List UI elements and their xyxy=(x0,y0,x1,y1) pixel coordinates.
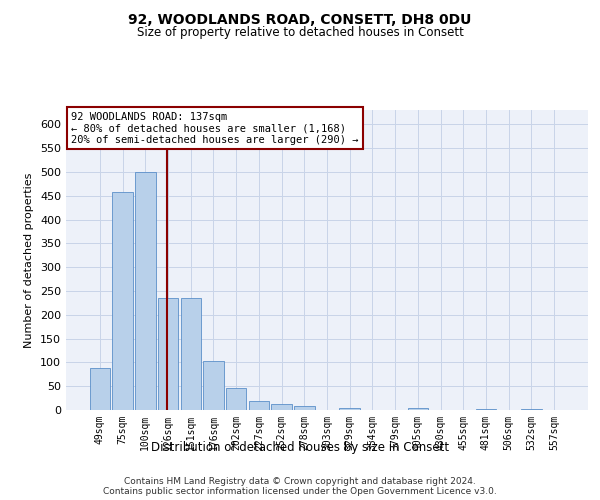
Bar xyxy=(271,404,292,410)
Text: Size of property relative to detached houses in Consett: Size of property relative to detached ho… xyxy=(137,26,463,39)
Text: Contains HM Land Registry data © Crown copyright and database right 2024.: Contains HM Land Registry data © Crown c… xyxy=(124,476,476,486)
Bar xyxy=(135,172,155,410)
Bar xyxy=(203,362,224,410)
Bar xyxy=(340,408,360,410)
Bar xyxy=(158,298,178,410)
Bar xyxy=(226,388,247,410)
Text: 92 WOODLANDS ROAD: 137sqm
← 80% of detached houses are smaller (1,168)
20% of se: 92 WOODLANDS ROAD: 137sqm ← 80% of detac… xyxy=(71,112,359,144)
Bar xyxy=(521,408,542,410)
Bar xyxy=(476,408,496,410)
Bar xyxy=(90,368,110,410)
Y-axis label: Number of detached properties: Number of detached properties xyxy=(25,172,34,348)
Bar xyxy=(294,406,314,410)
Text: Contains public sector information licensed under the Open Government Licence v3: Contains public sector information licen… xyxy=(103,486,497,496)
Text: 92, WOODLANDS ROAD, CONSETT, DH8 0DU: 92, WOODLANDS ROAD, CONSETT, DH8 0DU xyxy=(128,12,472,26)
Text: Distribution of detached houses by size in Consett: Distribution of detached houses by size … xyxy=(151,441,449,454)
Bar xyxy=(248,401,269,410)
Bar xyxy=(112,192,133,410)
Bar xyxy=(181,298,201,410)
Bar xyxy=(407,408,428,410)
